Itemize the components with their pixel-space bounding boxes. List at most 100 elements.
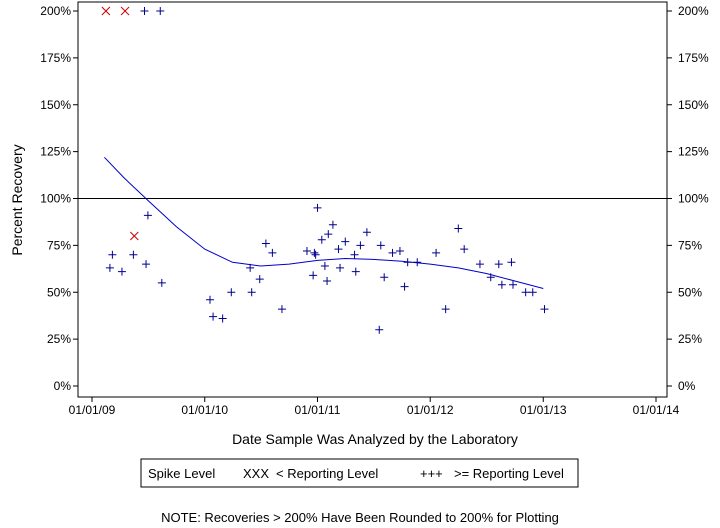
x-tick-label: 01/01/10	[181, 403, 228, 417]
reporting-point	[454, 224, 463, 233]
legend-above-symbol: +++	[420, 466, 443, 481]
legend-below-label: < Reporting Level	[276, 466, 378, 481]
trend-line	[104, 156, 544, 289]
y-axis-title: Percent Recovery	[9, 144, 25, 255]
reporting-point	[400, 282, 409, 291]
reporting-point	[475, 260, 484, 269]
reporting-point	[486, 273, 495, 282]
y-tick-label-right: 100%	[678, 192, 709, 206]
reporting-point	[521, 288, 530, 297]
x-tick-label: 01/01/12	[407, 403, 454, 417]
y-tick-label-right: 25%	[678, 332, 702, 346]
reporting-point	[142, 260, 151, 269]
y-tick-label-right: 0%	[678, 379, 696, 393]
y-tick-label-left: 100%	[40, 192, 71, 206]
reporting-point	[441, 305, 450, 314]
reporting-point	[336, 263, 345, 272]
reporting-point	[311, 250, 320, 259]
reporting-point	[268, 248, 277, 257]
x-tick-label: 01/01/13	[520, 403, 567, 417]
y-tick-label-right: 50%	[678, 285, 702, 299]
reporting-point	[205, 295, 214, 304]
reporting-point	[460, 245, 469, 254]
reporting-point	[277, 305, 286, 314]
reporting-point	[324, 230, 333, 239]
y-axis-left: 0% 25% 50% 75% 100% 125% 150% 175% 200%	[40, 4, 78, 393]
reporting-point	[403, 258, 412, 267]
reporting-point	[140, 7, 149, 15]
x-tick-label: 01/01/11	[295, 403, 341, 417]
reporting-point	[209, 312, 218, 321]
reporting-point	[507, 258, 516, 267]
reporting-point	[261, 239, 270, 248]
y-tick-label-left: 200%	[40, 4, 71, 18]
reporting-point	[317, 235, 326, 244]
x-axis-title: Date Sample Was Analyzed by the Laborato…	[232, 431, 518, 447]
reporting-point	[413, 258, 422, 267]
reporting-point	[432, 248, 441, 257]
reporting-point	[508, 280, 517, 289]
reporting-point	[227, 288, 236, 297]
reporting-point	[356, 241, 365, 250]
below-reporting-point	[120, 6, 130, 16]
y-tick-label-right: 200%	[678, 4, 709, 18]
y-tick-label-left: 50%	[47, 285, 71, 299]
reporting-point	[351, 267, 360, 276]
reporting-point	[157, 278, 166, 287]
reporting-point	[375, 325, 384, 334]
reporting-point	[129, 250, 138, 259]
rounding-note: NOTE: Recoveries > 200% Have Been Rounde…	[161, 510, 559, 525]
legend-above-label: >= Reporting Level	[454, 466, 564, 481]
reporting-point	[497, 280, 506, 289]
reporting-point	[494, 260, 503, 269]
plot-border	[77, 1, 668, 398]
reporting-point	[218, 314, 227, 323]
reporting-point	[156, 7, 165, 15]
reporting-point	[540, 305, 549, 314]
reporting-point	[117, 267, 126, 276]
y-tick-label-left: 150%	[40, 98, 71, 112]
y-tick-label-right: 75%	[678, 238, 702, 252]
reporting-point	[388, 248, 397, 257]
reporting-point	[341, 237, 350, 246]
reporting-point	[350, 250, 359, 259]
marker-stroke	[120, 6, 130, 16]
reporting-point	[328, 220, 337, 229]
data-points	[101, 6, 549, 334]
legend-spike-label: Spike Level	[148, 466, 215, 481]
reporting-point	[334, 245, 343, 254]
reporting-point	[376, 241, 385, 250]
x-tick-label: 01/01/14	[633, 403, 680, 417]
y-tick-label-right: 150%	[678, 98, 709, 112]
y-axis-right: 0% 25% 50% 75% 100% 125% 150% 175% 200%	[667, 4, 709, 393]
y-tick-label-left: 0%	[54, 379, 72, 393]
reporting-point	[246, 263, 255, 272]
below-reporting-point	[129, 231, 139, 241]
marker-stroke	[101, 6, 111, 16]
reporting-point	[108, 250, 117, 259]
y-tick-label-right: 125%	[678, 145, 709, 159]
legend: Spike Level XXX < Reporting Level +++ >=…	[140, 458, 579, 488]
reporting-point	[302, 247, 311, 255]
plot-area	[77, 1, 668, 398]
reporting-point	[380, 273, 389, 282]
y-tick-label-left: 175%	[40, 51, 71, 65]
reporting-point	[323, 277, 332, 285]
y-tick-label-left: 125%	[40, 145, 71, 159]
below-reporting-point	[101, 6, 111, 16]
y-tick-label-left: 75%	[47, 238, 71, 252]
y-tick-label-right: 175%	[678, 51, 709, 65]
x-axis: 01/01/09 01/01/10 01/01/11 01/01/12 01/01/13…	[69, 397, 680, 417]
marker-stroke	[129, 231, 139, 241]
reporting-point	[143, 211, 152, 220]
legend-below-symbol: XXX	[243, 466, 269, 481]
reporting-point	[247, 288, 256, 297]
reporting-point	[395, 247, 404, 255]
x-tick-label: 01/01/09	[69, 403, 116, 417]
reporting-point	[105, 263, 114, 272]
reporting-point	[309, 271, 318, 280]
reporting-point	[528, 288, 537, 297]
reporting-point	[320, 262, 329, 270]
reporting-point	[362, 228, 371, 237]
